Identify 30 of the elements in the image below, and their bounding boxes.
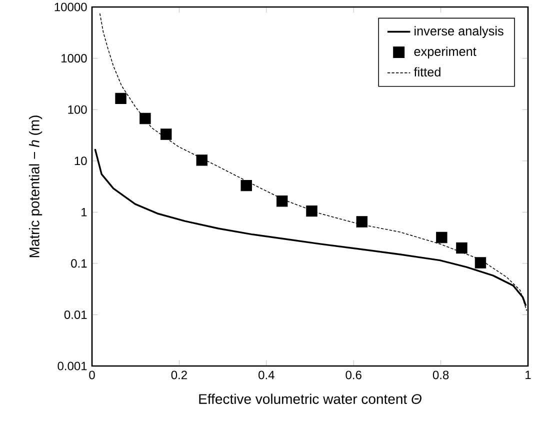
x-tick-label: 0.8 bbox=[432, 370, 449, 380]
point bbox=[140, 112, 151, 124]
y-tick-label: 0.001 bbox=[58, 362, 87, 370]
point bbox=[306, 205, 318, 217]
point bbox=[160, 128, 172, 140]
x-axis-title: Effective volumetric water content Θ bbox=[199, 394, 422, 404]
point bbox=[456, 242, 468, 254]
point bbox=[356, 216, 368, 228]
y-tick-label: 100 bbox=[68, 105, 87, 114]
y-tick-label: 1 bbox=[82, 208, 87, 216]
y-tick-label: 10000 bbox=[54, 2, 87, 12]
x-tick-label: 0.2 bbox=[171, 370, 187, 380]
y-tick-label: 0.01 bbox=[64, 310, 87, 319]
legend-label: fitted bbox=[414, 67, 440, 77]
y-tick-label: 1000 bbox=[62, 54, 87, 63]
x-tick-label: 0.6 bbox=[346, 370, 362, 380]
point bbox=[474, 257, 486, 268]
x-tick-label: 0.4 bbox=[258, 370, 274, 380]
x-tick-label: 1 bbox=[526, 370, 531, 379]
point bbox=[436, 232, 448, 244]
y-tick-label: 10 bbox=[74, 156, 87, 166]
point bbox=[276, 196, 288, 207]
y-tick-label: 0.1 bbox=[71, 259, 87, 268]
x-tick-label: 0 bbox=[89, 370, 95, 380]
y-axis-title: Matric potential − h (m) bbox=[29, 116, 42, 258]
legend-label: inverse analysis bbox=[414, 26, 504, 38]
legend-label: experiment bbox=[414, 46, 476, 59]
point bbox=[240, 180, 252, 192]
point bbox=[196, 154, 208, 166]
point bbox=[115, 92, 126, 104]
